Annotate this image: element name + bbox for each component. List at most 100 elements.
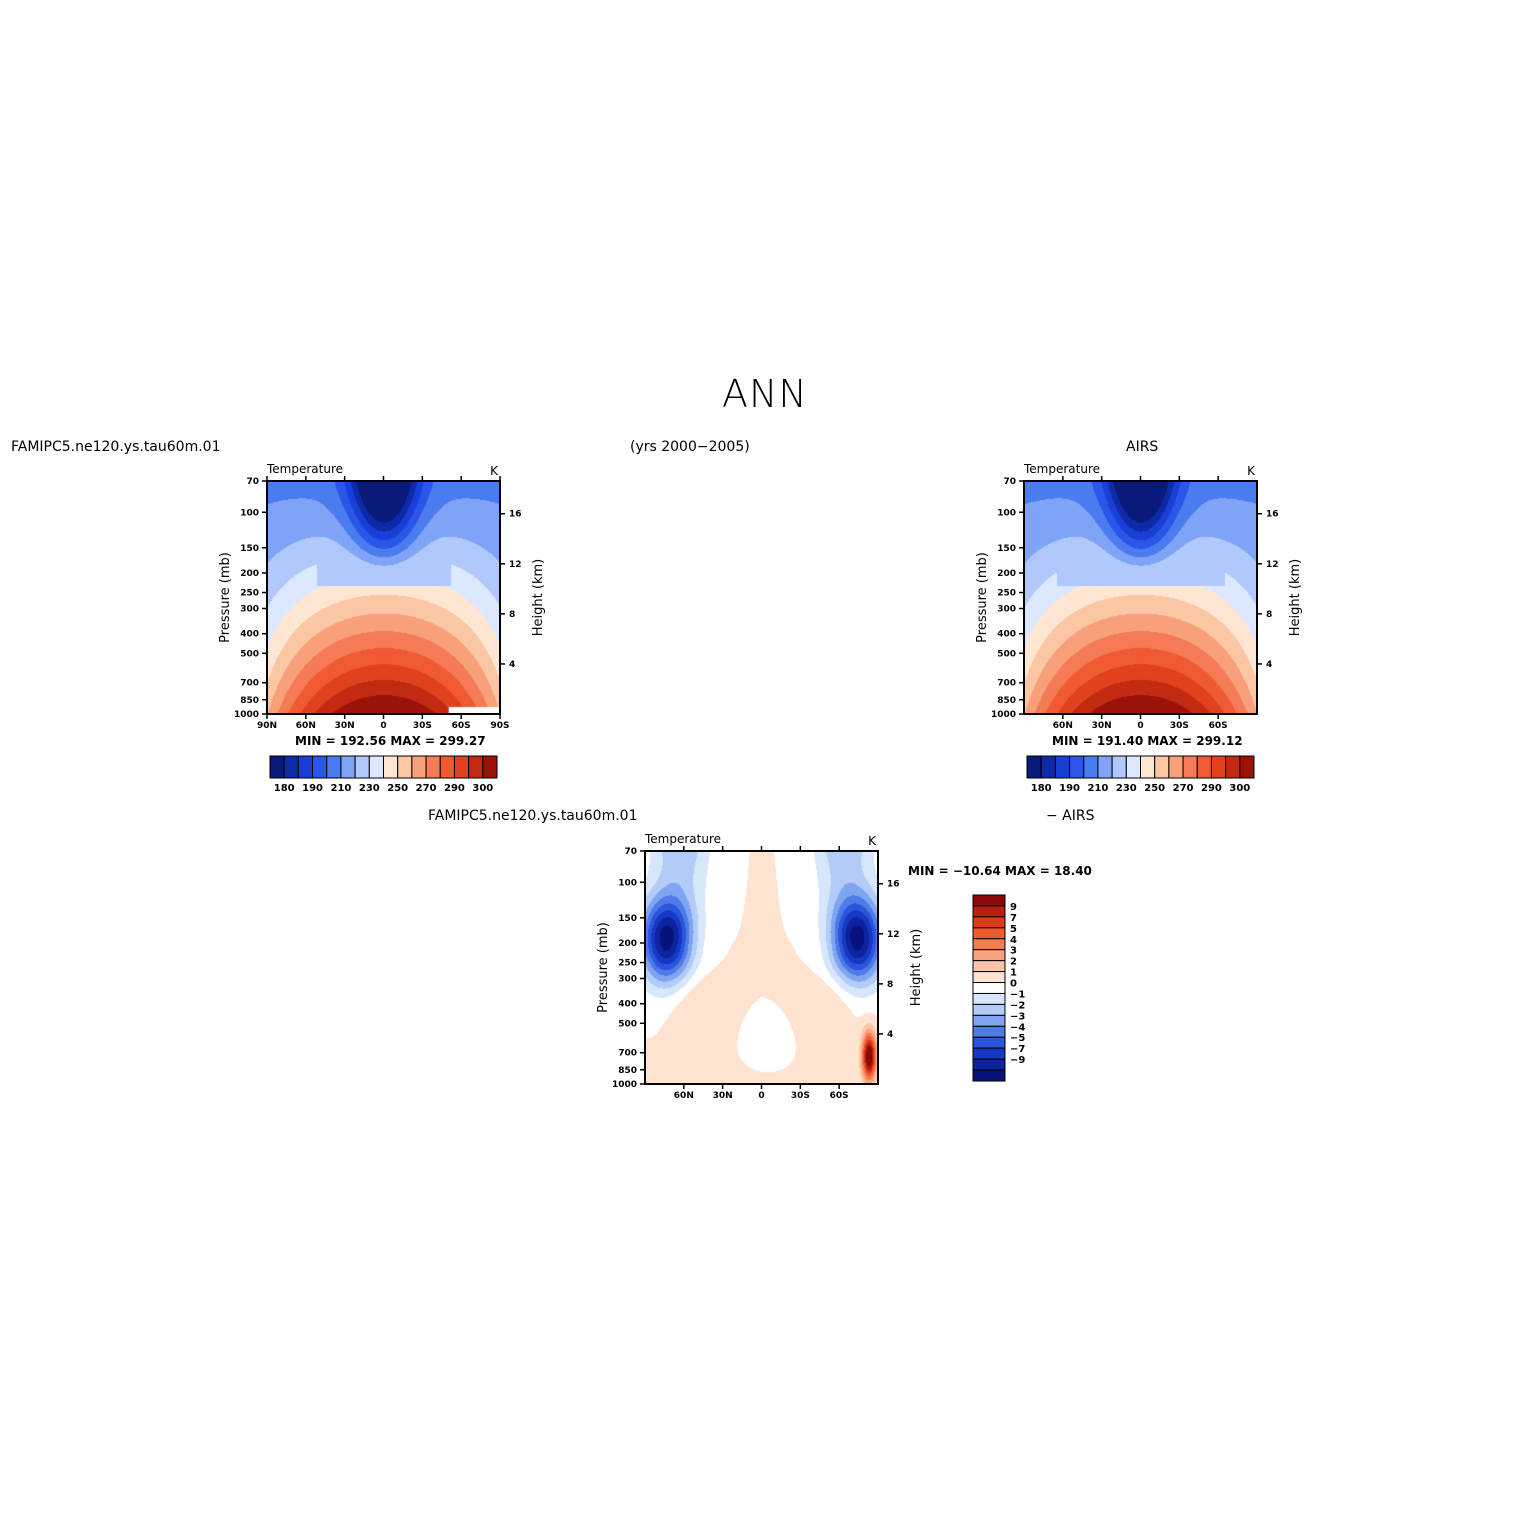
colorbar-cell <box>1196 755 1212 779</box>
colorbar-cell <box>468 755 484 779</box>
y-tick-label: 400 <box>997 630 1016 640</box>
x-tick-label: 90N <box>257 721 277 731</box>
colorbar-cell <box>1182 755 1198 779</box>
y-tick-label: 400 <box>240 630 259 640</box>
colorbar-cell <box>340 755 356 779</box>
colorbar-cell <box>453 755 470 779</box>
y-tick-label: 100 <box>618 878 637 888</box>
y-tick-label: 100 <box>240 508 259 518</box>
page-subtitle: (yrs 2000−2005) <box>630 439 750 455</box>
colorbar-cell <box>269 755 285 779</box>
y2-axis-label: Height (km) <box>531 559 546 636</box>
y2-tick-label: 8 <box>887 980 893 990</box>
colorbar-cell <box>411 755 427 779</box>
colorbar-label: 180 <box>1031 783 1052 794</box>
colorbar-cell <box>972 894 1006 907</box>
colorbar-cell <box>1225 755 1241 779</box>
x-tick-label: 30S <box>1170 721 1189 731</box>
y-tick-label: 250 <box>997 589 1016 599</box>
units-label: K <box>490 464 499 478</box>
colorbar-cell <box>1140 755 1156 779</box>
colorbar-cell <box>1210 755 1227 779</box>
colorbar-cell <box>1069 755 1085 779</box>
panel-title: Temperature <box>644 832 721 846</box>
colorbar-cell <box>297 755 314 779</box>
colorbar-label: 190 <box>302 783 323 794</box>
colorbar-cell <box>1168 755 1184 779</box>
colorbar-cell <box>354 755 370 779</box>
colorbar-label: 4 <box>1010 935 1017 946</box>
colorbar-cell <box>439 755 455 779</box>
y-tick-label: 500 <box>618 1019 637 1029</box>
panel-title: Temperature <box>1023 462 1100 476</box>
y-tick-label: 500 <box>240 649 259 659</box>
y-tick-label: 1000 <box>234 710 259 720</box>
colorbar-cell <box>326 755 342 779</box>
y-tick-label: 250 <box>618 959 637 969</box>
x-tick-label: 60N <box>1053 721 1073 731</box>
colorbar-cell <box>1040 755 1056 779</box>
colorbar-cell <box>368 755 384 779</box>
field-canvas <box>1024 481 1257 714</box>
colorbar-cell <box>425 755 441 779</box>
panel-2-contour-plot: Temperature K 70 100 150 200 250 300 400 500 700 85… <box>975 462 1303 794</box>
y-tick-label: 850 <box>997 696 1016 706</box>
colorbar-cell <box>972 1069 1006 1082</box>
colorbar-cell <box>1083 755 1099 779</box>
y2-axis-label: Height (km) <box>1288 559 1303 636</box>
colorbar-cell <box>1026 755 1042 779</box>
y-tick-label: 200 <box>618 939 637 949</box>
colorbar-label: 190 <box>1059 783 1080 794</box>
colorbar-label: −9 <box>1010 1055 1025 1066</box>
x-tick-label: 0 <box>1137 721 1143 731</box>
y-tick-label: 70 <box>624 847 637 857</box>
colorbar-label: 300 <box>472 783 493 794</box>
y-tick-label: 700 <box>618 1049 637 1059</box>
colorbar-label: 230 <box>1116 783 1137 794</box>
colorbar-label: 2 <box>1010 957 1017 968</box>
colorbar-label: −3 <box>1010 1011 1025 1022</box>
colorbar-cell <box>972 916 1006 929</box>
y2-tick-label: 8 <box>509 610 515 620</box>
colorbar-cell <box>1111 755 1127 779</box>
panel-3-stats: MIN = −10.64 MAX = 18.40 <box>908 864 1092 878</box>
colorbar-cell <box>1239 755 1255 779</box>
y2-tick-label: 16 <box>887 880 900 890</box>
colorbar-cell <box>972 982 1006 994</box>
colorbar-label: 180 <box>274 783 295 794</box>
x-tick-label: 90S <box>490 721 509 731</box>
colorbar-label: 290 <box>444 783 465 794</box>
x-tick-label: 60S <box>1209 721 1228 731</box>
colorbar-cell <box>972 1003 1006 1016</box>
colorbar-label: 290 <box>1201 783 1222 794</box>
colorbar-label: 0 <box>1010 979 1017 990</box>
field-canvas <box>267 481 500 714</box>
colorbar-cell <box>1125 755 1141 779</box>
y-axis-label: Pressure (mb) <box>218 552 233 643</box>
x-tick-label: 60N <box>674 1091 694 1101</box>
colorbar-cell <box>972 1047 1006 1060</box>
x-tick-label: 60N <box>296 721 316 731</box>
panel-3-case-label: FAMIPC5.ne120.ys.tau60m.01 <box>428 808 638 824</box>
y2-tick-label: 12 <box>509 560 522 570</box>
colorbar-cell <box>972 949 1006 962</box>
y2-tick-label: 16 <box>509 510 522 520</box>
colorbar-cell <box>972 1036 1006 1049</box>
colorbar-cell <box>383 755 399 779</box>
x-tick-label: 30S <box>413 721 432 731</box>
colorbar-label: 230 <box>359 783 380 794</box>
colorbar-label: 270 <box>1173 783 1194 794</box>
y-tick-label: 500 <box>997 649 1016 659</box>
colorbar-cell <box>1154 755 1170 779</box>
x-tick-label: 0 <box>758 1091 764 1101</box>
units-label: K <box>868 834 877 848</box>
x-tick-label: 0 <box>380 721 386 731</box>
y2-tick-label: 12 <box>1266 560 1279 570</box>
y-tick-label: 300 <box>240 605 259 615</box>
colorbar-label: −5 <box>1010 1033 1025 1044</box>
colorbar-label: 270 <box>416 783 437 794</box>
x-tick-label: 60S <box>830 1091 849 1101</box>
colorbar-cell <box>283 755 299 779</box>
y2-tick-label: 4 <box>1266 660 1272 670</box>
